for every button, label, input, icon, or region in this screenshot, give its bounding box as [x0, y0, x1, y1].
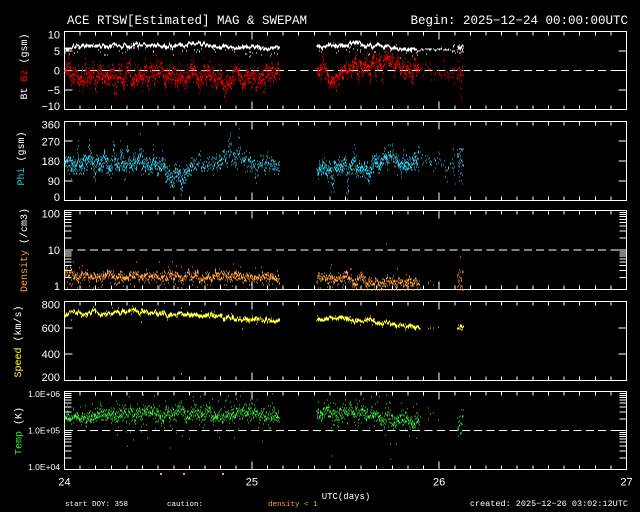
svg-text:200: 200	[42, 372, 60, 384]
svg-text:180: 180	[42, 156, 60, 168]
svg-text:Bt Bz (gsm): Bt Bz (gsm)	[19, 33, 31, 99]
svg-text:90: 90	[48, 176, 60, 188]
svg-text:270: 270	[42, 136, 60, 148]
svg-text:600: 600	[42, 323, 60, 335]
svg-text:26: 26	[433, 477, 445, 489]
svg-text:created: 2025−12−26 03:02:12UT: created: 2025−12−26 03:02:12UTC	[470, 499, 628, 509]
svg-text:400: 400	[42, 349, 60, 361]
svg-text:−10: −10	[41, 101, 60, 113]
svg-text:25: 25	[246, 477, 258, 489]
svg-text:Speed (km/s): Speed (km/s)	[13, 305, 25, 377]
svg-text:24: 24	[58, 477, 70, 489]
svg-text:Temp (K): Temp (K)	[14, 407, 26, 455]
svg-text:1.0E+05: 1.0E+05	[28, 426, 60, 436]
svg-text:10: 10	[48, 245, 60, 257]
svg-text:Phi (gsm): Phi (gsm)	[16, 131, 28, 185]
svg-text:UTC(days): UTC(days)	[322, 492, 371, 502]
svg-text:1: 1	[54, 281, 60, 293]
svg-text:1.0E+04: 1.0E+04	[28, 462, 60, 472]
svg-text:0: 0	[54, 192, 60, 204]
svg-text:1.0E+06: 1.0E+06	[28, 389, 60, 399]
svg-text:100: 100	[42, 209, 60, 221]
svg-text:ACE RTSW[Estimated] MAG & SWEP: ACE RTSW[Estimated] MAG & SWEPAM	[67, 14, 307, 28]
svg-text:density < 1: density < 1	[268, 501, 318, 509]
svg-text:5: 5	[54, 46, 60, 58]
svg-text:10: 10	[48, 30, 60, 42]
svg-text:27: 27	[620, 477, 632, 489]
svg-text:−5: −5	[47, 85, 60, 97]
svg-text:Density (/cm3): Density (/cm3)	[19, 208, 31, 292]
svg-text:start DOY: 358: start DOY: 358	[65, 501, 128, 509]
svg-text:caution:: caution:	[167, 501, 203, 509]
svg-text:0: 0	[54, 66, 60, 78]
svg-text:Begin: 2025−12−24 00:00:00UTC: Begin: 2025−12−24 00:00:00UTC	[410, 14, 628, 28]
svg-text:360: 360	[42, 120, 60, 132]
svg-text:800: 800	[42, 300, 60, 312]
